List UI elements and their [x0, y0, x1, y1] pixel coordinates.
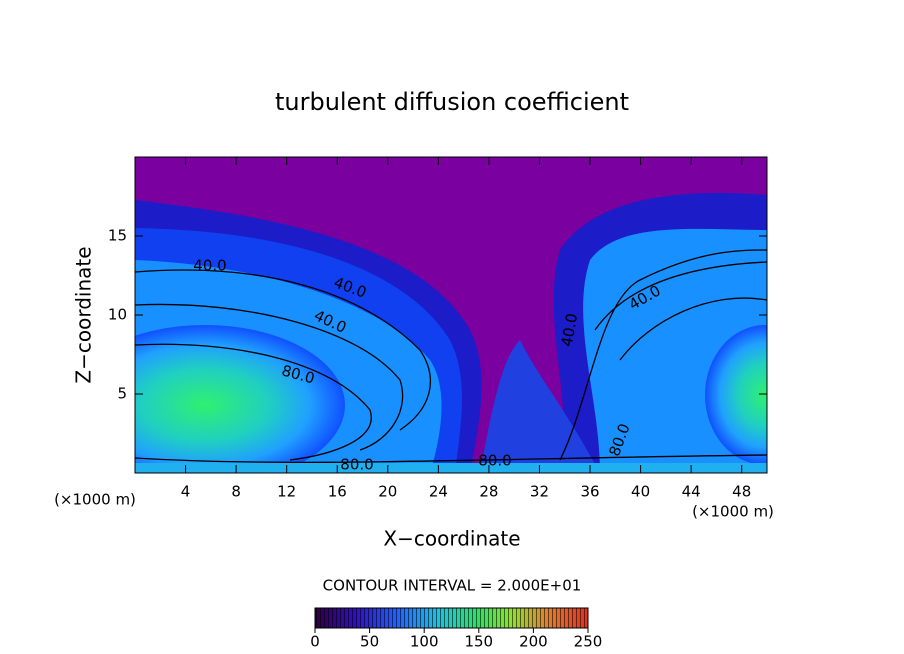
y-tick-label: 10 — [108, 306, 127, 324]
colorbar-tick-label: 50 — [360, 633, 379, 651]
field — [135, 157, 767, 473]
x-tick-label: 36 — [580, 483, 599, 501]
contour-label: 80.0 — [340, 456, 373, 474]
x-tick-label: 12 — [277, 483, 296, 501]
colorbar-tick-label: 150 — [464, 633, 493, 651]
y-tick-label: 15 — [108, 227, 127, 245]
y-axis-title: Z−coordinate — [72, 246, 96, 383]
colorbar-tick-label: 100 — [410, 633, 439, 651]
x-tick-label: 4 — [181, 483, 191, 501]
x-tick-label: 44 — [682, 483, 701, 501]
contour-interval: CONTOUR INTERVAL = 2.000E+01 — [323, 577, 582, 595]
x-axis-title: X−coordinate — [383, 527, 520, 551]
contour-label: 80.0 — [478, 452, 511, 470]
contour-label: 40.0 — [193, 257, 226, 275]
x-tick-label: 40 — [631, 483, 650, 501]
colorbar-tick-label: 250 — [574, 633, 603, 651]
colorbar-tick-label: 0 — [310, 633, 320, 651]
x-tick-label: 48 — [732, 483, 751, 501]
x-tick-label: 8 — [231, 483, 241, 501]
x-tick-label: 24 — [429, 483, 448, 501]
x-unit-label: (×1000 m) — [692, 503, 774, 521]
x-tick-label: 32 — [530, 483, 549, 501]
y-tick-label: 5 — [117, 385, 127, 403]
x-tick-label: 28 — [479, 483, 498, 501]
colorbar-stripes — [314, 607, 589, 629]
x-tick-label: 20 — [378, 483, 397, 501]
contour-label: 40.0 — [558, 312, 582, 348]
chart-title: turbulent diffusion coefficient — [275, 88, 629, 116]
colorbar-tick-label: 200 — [519, 633, 548, 651]
x-unit-label: (×1000 m) — [54, 491, 136, 509]
x-tick-label: 16 — [328, 483, 347, 501]
